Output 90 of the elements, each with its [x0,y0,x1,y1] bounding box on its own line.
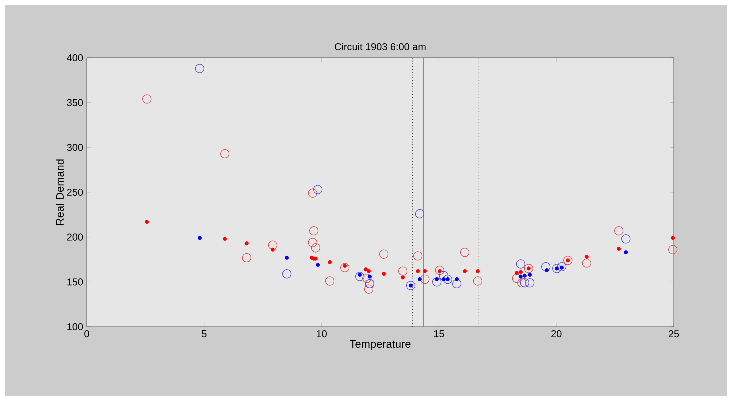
y-tick-label: 150 [68,278,84,286]
point [285,256,290,260]
point [340,263,350,272]
point [313,185,323,194]
point [416,269,420,274]
y-tick-label: 250 [67,188,84,196]
x-axis-title: Temperature [350,340,411,350]
x-tick-label: 10 [317,330,327,338]
point [364,268,368,272]
point [270,248,275,252]
point [528,272,532,277]
point [455,277,460,282]
point [223,237,228,242]
point [382,272,386,276]
point [552,264,562,274]
point [142,94,152,104]
point [268,240,278,250]
point [439,271,449,280]
point [522,274,527,278]
x-tick-label: 0 [84,330,90,338]
x-tick-label: 15 [434,330,444,338]
y-tick-label: 300 [67,144,84,152]
point [582,258,592,268]
point [420,274,430,284]
point [308,238,318,248]
point [622,234,631,244]
point [244,242,249,246]
x-tick-label: 20 [552,330,562,338]
point [325,276,335,286]
y-tick-label: 200 [67,234,84,241]
point [311,243,321,253]
point [514,271,519,276]
point [413,252,423,261]
point [520,278,530,288]
point [328,260,332,264]
point [614,226,624,236]
point [423,269,428,274]
point [406,281,416,290]
point [368,274,372,279]
point [443,274,452,284]
point [309,226,319,236]
point [435,266,445,276]
y-tick-label: 100 [68,323,84,331]
y-tick-label: 350 [67,99,84,106]
point [282,269,292,279]
point [668,245,678,254]
x-tick-label: 5 [202,330,207,338]
point [242,253,252,263]
point [398,266,408,276]
point [452,279,462,289]
point [435,277,440,282]
point [460,248,470,258]
point [418,277,422,282]
point [516,260,526,269]
point [584,255,589,260]
point [442,277,446,282]
point [517,278,527,288]
point [476,269,480,274]
point [415,209,425,219]
point [541,262,551,272]
point [518,270,523,274]
point [512,274,522,284]
point [518,274,523,279]
y-tick-label: 400 [67,54,84,62]
point [367,269,371,274]
point [355,272,365,282]
point [524,264,534,274]
point [463,269,468,274]
point [308,188,318,198]
point [220,149,230,159]
point [544,268,549,273]
point [525,278,535,288]
point [364,284,374,294]
y-axis-title: Real Demand [56,160,64,226]
point [557,262,567,272]
x-tick-label: 25 [668,330,680,338]
point [473,276,483,286]
point [145,220,150,224]
point [379,250,389,259]
point [432,278,442,287]
point [195,64,205,74]
point [362,274,372,284]
point [624,250,628,255]
point [316,263,320,268]
point [564,256,573,266]
point [198,236,202,240]
chart-title: Circuit 1903 6:00 am [335,43,426,50]
point [617,246,622,251]
point [671,236,676,240]
point [401,276,406,280]
